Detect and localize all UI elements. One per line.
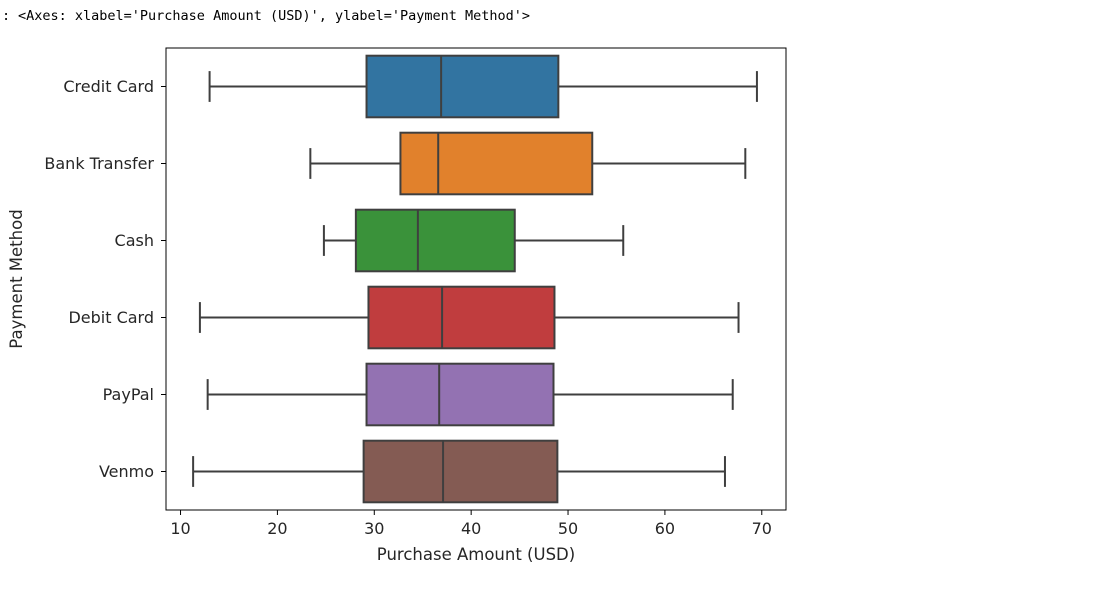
output-prompt: :: [2, 8, 11, 24]
y-tick-label: PayPal: [103, 385, 154, 404]
x-tick-label: 30: [364, 519, 384, 538]
boxes-layer: [192, 54, 758, 504]
x-tick-label: 60: [655, 519, 675, 538]
iqr-box: [399, 131, 594, 196]
box-venmo: [192, 439, 726, 504]
y-axis-label: Payment Method: [7, 209, 26, 348]
y-tick-label: Credit Card: [63, 77, 154, 96]
x-tick-label: 70: [752, 519, 772, 538]
x-tick-label: 20: [267, 519, 287, 538]
axes-repr-text: <Axes: xlabel='Purchase Amount (USD)', y…: [18, 8, 531, 24]
iqr-box: [365, 54, 560, 119]
iqr-box: [362, 439, 559, 504]
x-tick-label: 10: [170, 519, 190, 538]
box-cash: [322, 208, 625, 273]
y-ticks: Credit Card Bank Transfer Cash Debit Card Pa…: [44, 77, 166, 481]
x-axis-label: Purchase Amount (USD): [377, 545, 575, 564]
y-tick-label: Venmo: [99, 462, 154, 481]
iqr-box: [367, 285, 556, 350]
iqr-box: [365, 362, 555, 427]
axes-frame: [165, 47, 787, 511]
y-tick-label: Cash: [115, 231, 154, 250]
x-ticks: 10 20 30 40 50 60 70: [170, 510, 772, 538]
box-debit-card: [198, 285, 740, 350]
y-tick-label: Debit Card: [68, 308, 154, 327]
box-paypal: [206, 362, 734, 427]
iqr-box: [354, 208, 516, 273]
y-tick-label: Bank Transfer: [44, 154, 154, 173]
box-bank-transfer: [309, 131, 747, 196]
cell-output: : <Axes: xlabel='Purchase Amount (USD)',…: [0, 8, 1110, 28]
box-credit-card: [208, 54, 758, 119]
x-tick-label: 40: [461, 519, 481, 538]
x-tick-label: 50: [558, 519, 578, 538]
